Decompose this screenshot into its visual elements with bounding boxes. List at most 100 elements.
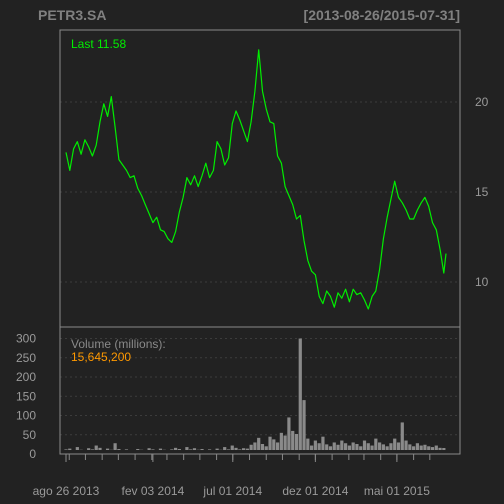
volume-bar (423, 444, 427, 450)
volume-bar (158, 448, 163, 450)
price-last-label: Last 11.58 (71, 37, 126, 51)
volume-bar (75, 447, 79, 450)
volume-bar (404, 440, 408, 450)
volume-bar (283, 435, 287, 450)
volume-bar (396, 442, 401, 450)
volume-bar (408, 444, 412, 450)
volume-bar (87, 448, 91, 450)
volume-bar (238, 449, 242, 450)
volume-bar (207, 449, 212, 450)
volume-bar (412, 446, 416, 450)
volume-bar (173, 447, 178, 450)
volume-bar (275, 442, 280, 450)
price-y-tick-label: 20 (475, 95, 489, 109)
volume-bar (415, 443, 419, 450)
volume-bar (68, 448, 72, 450)
x-axis-tick-label: jul 01 2014 (202, 484, 262, 498)
volume-bar (245, 448, 249, 450)
volume-y-axis: 0 50 100 150 200 250 300 (16, 332, 36, 461)
volume-bar (170, 449, 174, 450)
volume-bar (268, 436, 272, 450)
volume-bar (355, 443, 359, 450)
volume-panel-title: Volume (millions): (71, 337, 166, 351)
volume-bar (362, 440, 367, 450)
price-y-tick-label: 10 (475, 275, 489, 289)
volume-bar (347, 445, 351, 450)
volume-bar (200, 448, 204, 450)
volume-y-tick-label: 0 (29, 447, 36, 461)
volume-bar (442, 447, 446, 450)
volume-bar (381, 444, 385, 450)
volume-bar (298, 338, 302, 450)
volume-bar (264, 446, 268, 450)
chart-symbol-title: PETR3.SA (38, 7, 106, 23)
volume-bar (177, 448, 181, 450)
volume-y-tick-label: 300 (16, 332, 36, 346)
volume-bar (427, 446, 431, 450)
volume-bar (400, 422, 404, 450)
volume-bar (336, 444, 340, 450)
volume-bars (64, 338, 446, 450)
volume-bar (147, 448, 151, 450)
volume-bar (328, 446, 333, 450)
volume-bar (317, 443, 321, 450)
volume-bar (351, 442, 355, 450)
volume-bar (113, 443, 117, 450)
volume-y-tick-label: 100 (16, 409, 36, 423)
volume-bar (393, 438, 397, 450)
volume-y-tick-label: 150 (16, 389, 36, 403)
x-axis-tick-label: dez 01 2014 (282, 484, 348, 498)
volume-bar (136, 448, 140, 450)
volume-bar (332, 442, 336, 450)
volume-bar (340, 440, 344, 450)
volume-bar (124, 449, 129, 450)
volume-bar (385, 446, 389, 450)
x-axis-tick-label: ago 26 2013 (33, 484, 100, 498)
volume-bar (260, 443, 265, 450)
volume-bar (294, 433, 299, 450)
volume-bar (378, 442, 382, 450)
x-axis: ago 26 2013 fev 03 2014 jul 01 2014 dez 01 … (33, 453, 446, 498)
price-gridlines (60, 101, 460, 283)
volume-bar (192, 448, 197, 450)
volume-bar (249, 444, 253, 450)
volume-bar (253, 442, 257, 450)
volume-bar (389, 443, 393, 450)
volume-bar (185, 447, 189, 450)
volume-bar (309, 445, 314, 450)
volume-bar (151, 449, 155, 450)
volume-bar (105, 448, 110, 450)
x-axis-tick-label: mai 01 2015 (364, 484, 430, 498)
volume-bar (325, 444, 329, 450)
volume-bar (374, 438, 378, 450)
volume-bar (313, 440, 317, 450)
volume-bar (359, 446, 363, 450)
volume-bar (94, 445, 98, 450)
volume-bar (117, 448, 121, 450)
price-y-tick-label: 15 (475, 185, 489, 199)
volume-bar (241, 448, 246, 450)
volume-bar (287, 417, 291, 450)
volume-bar (223, 447, 227, 450)
volume-bar (344, 443, 348, 450)
volume-y-tick-label: 50 (23, 428, 37, 442)
volume-last-value: 15,645,200 (71, 350, 131, 364)
volume-y-tick-label: 250 (16, 351, 36, 365)
volume-bar (234, 447, 238, 450)
volume-bar (419, 445, 423, 450)
volume-bar (98, 447, 102, 450)
volume-y-tick-label: 200 (16, 370, 36, 384)
volume-bar (279, 432, 283, 450)
chart-date-range: [2013-08-26/2015-07-31] (304, 7, 460, 23)
volume-bar (438, 447, 442, 450)
volume-bar (306, 438, 310, 450)
price-y-axis: 10 15 20 (475, 95, 489, 289)
volume-bar (189, 449, 193, 450)
volume-bar (366, 443, 370, 450)
volume-bar (321, 436, 325, 450)
volume-bar (230, 445, 234, 450)
volume-bar (257, 437, 261, 450)
volume-bar (64, 449, 68, 450)
volume-bar (302, 400, 306, 450)
